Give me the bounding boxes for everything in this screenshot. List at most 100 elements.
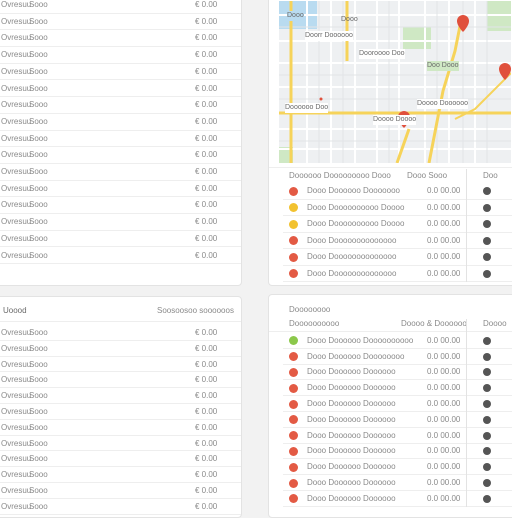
item-label: Dooo Doooooo Doooooo: [307, 367, 396, 377]
row-col2: Sooo: [29, 167, 48, 177]
action-dot[interactable]: [483, 495, 491, 503]
row-name: Ovresuu: [1, 375, 31, 385]
action-dot[interactable]: [483, 353, 491, 361]
row-amount: € 0.00: [195, 454, 217, 464]
item-value: 0.0 00.00: [427, 431, 460, 441]
status-dot: [289, 431, 298, 440]
action-dot[interactable]: [483, 337, 491, 345]
right-top-card: Dooo Dooo Doorr Doooooo Dooroooo Doo Doo…: [268, 0, 512, 286]
map-view[interactable]: Dooo Dooo Doorr Doooooo Dooroooo Doo Doo…: [279, 1, 511, 163]
action-dot[interactable]: [483, 400, 491, 408]
row-amount: € 0.00: [195, 117, 217, 127]
row-name: Ovresuu: [1, 67, 31, 77]
status-dot: [289, 203, 298, 212]
row-col2: Sooo: [29, 17, 48, 27]
row-name: Ovresuu: [1, 454, 31, 464]
action-dot[interactable]: [483, 447, 491, 455]
row-col2: Sooo: [29, 217, 48, 227]
action-dot[interactable]: [483, 416, 491, 424]
row-amount: € 0.00: [195, 375, 217, 385]
item-label: Dooo Doooooo Doooooo: [307, 462, 396, 472]
row-col2: Sooo: [29, 251, 48, 261]
action-dot[interactable]: [483, 270, 491, 278]
action-dot[interactable]: [483, 253, 491, 261]
action-dot[interactable]: [483, 463, 491, 471]
action-dot[interactable]: [483, 187, 491, 195]
row-col2: Sooo: [29, 117, 48, 127]
row-name: Ovresuu: [1, 486, 31, 496]
action-dot[interactable]: [483, 368, 491, 376]
row-name: Ovresuu: [1, 439, 31, 449]
action-dot[interactable]: [483, 479, 491, 487]
row-col2: Sooo: [29, 134, 48, 144]
row-col2: Sooo: [29, 486, 48, 496]
map-svg[interactable]: [279, 1, 511, 163]
row-name: Ovresuu: [1, 100, 31, 110]
action-dot[interactable]: [483, 237, 491, 245]
status-dot: [289, 253, 298, 262]
action-dot[interactable]: [483, 384, 491, 392]
status-dot: [289, 368, 298, 377]
item-label: Dooo Doooooo Dooooooo: [307, 186, 400, 196]
row-name: Ovresuu: [1, 391, 31, 401]
status-dot: [289, 187, 298, 196]
row-amount: € 0.00: [195, 360, 217, 370]
item-value: 0.0 00.00: [427, 269, 460, 279]
row-name: Ovresuu: [1, 423, 31, 433]
row-amount: € 0.00: [195, 251, 217, 261]
row-col2: Sooo: [29, 328, 48, 338]
row-amount: € 0.00: [195, 344, 217, 354]
action-dot[interactable]: [483, 432, 491, 440]
action-dot[interactable]: [483, 204, 491, 212]
action-dot[interactable]: [483, 220, 491, 228]
item-value: 0.0 00.00: [427, 415, 460, 425]
